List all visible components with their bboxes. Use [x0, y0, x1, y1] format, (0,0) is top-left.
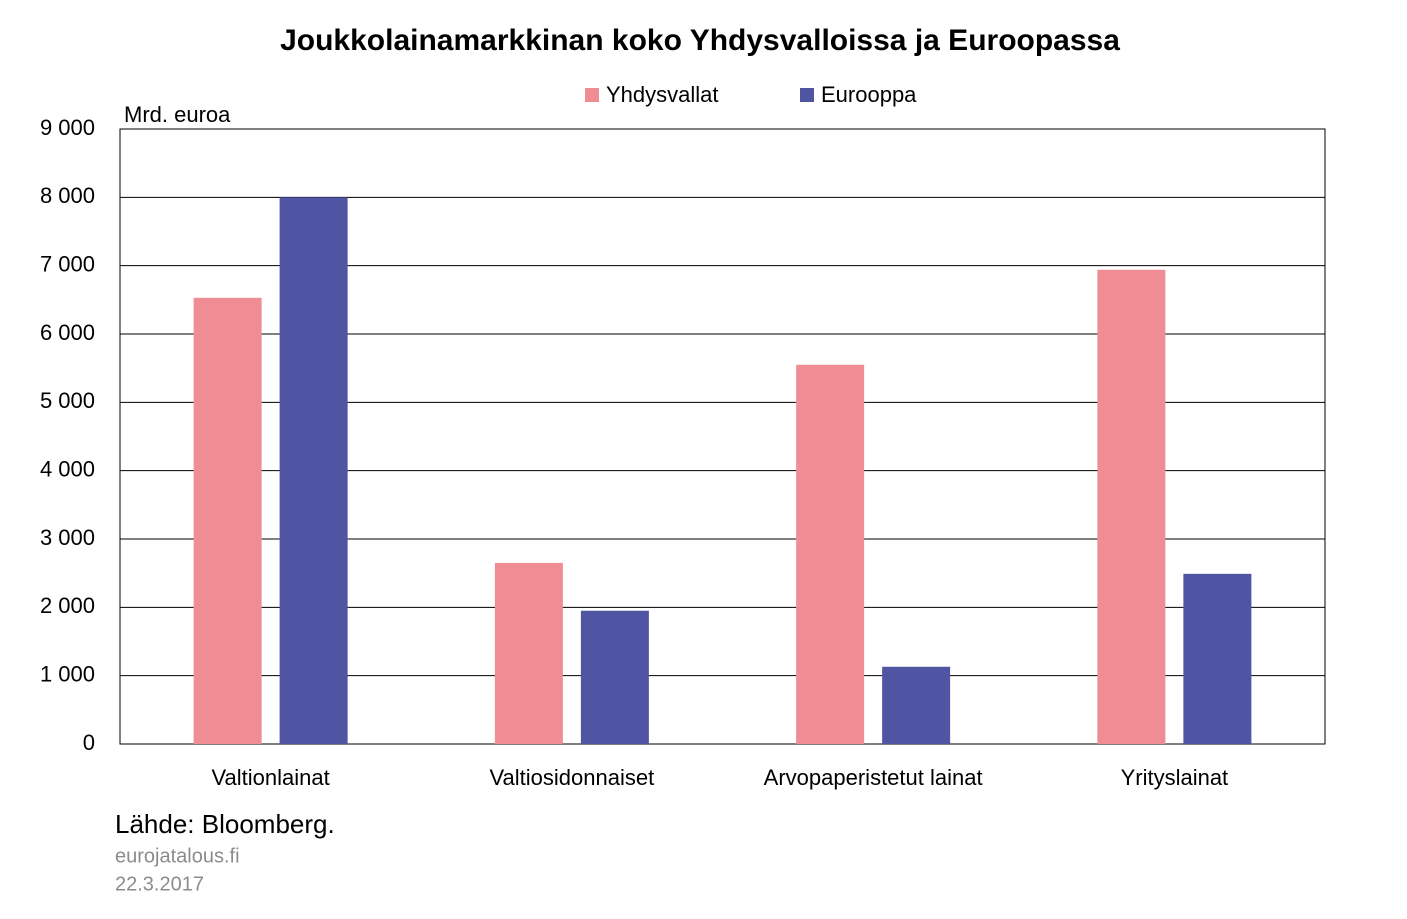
- legend-label: Eurooppa: [821, 82, 917, 107]
- y-axis-label: Mrd. euroa: [124, 102, 231, 127]
- bar: [193, 297, 262, 744]
- x-tick-label: Valtiosidonnaiset: [490, 765, 655, 790]
- y-tick-label: 1 000: [40, 661, 95, 686]
- bar: [882, 666, 951, 744]
- bar: [494, 562, 563, 744]
- bar: [796, 364, 865, 744]
- bar: [580, 610, 649, 744]
- x-tick-label: Valtionlainat: [212, 765, 330, 790]
- bar: [279, 197, 348, 745]
- y-tick-label: 5 000: [40, 388, 95, 413]
- source: Lähde: Bloomberg.: [115, 809, 335, 839]
- y-tick-label: 0: [83, 730, 95, 755]
- y-tick-label: 2 000: [40, 593, 95, 618]
- legend-swatch: [585, 88, 599, 102]
- y-tick-label: 4 000: [40, 456, 95, 481]
- y-tick-label: 3 000: [40, 525, 95, 550]
- date: 22.3.2017: [115, 873, 204, 895]
- plot-frame: [119, 128, 1326, 745]
- x-tick-label: Yrityslainat: [1121, 765, 1229, 790]
- y-tick-label: 7 000: [40, 251, 95, 276]
- site: eurojatalous.fi: [115, 845, 240, 867]
- y-tick-label: 6 000: [40, 320, 95, 345]
- bar: [1183, 573, 1252, 744]
- chart-title: Joukkolainamarkkinan koko Yhdysvalloissa…: [280, 24, 1120, 57]
- legend-swatch: [800, 88, 814, 102]
- y-tick-label: 9 000: [40, 115, 95, 140]
- x-tick-label: Arvopaperistetut lainat: [764, 765, 983, 790]
- legend-label: Yhdysvallat: [606, 82, 719, 107]
- y-tick-label: 8 000: [40, 183, 95, 208]
- bar: [1097, 269, 1166, 744]
